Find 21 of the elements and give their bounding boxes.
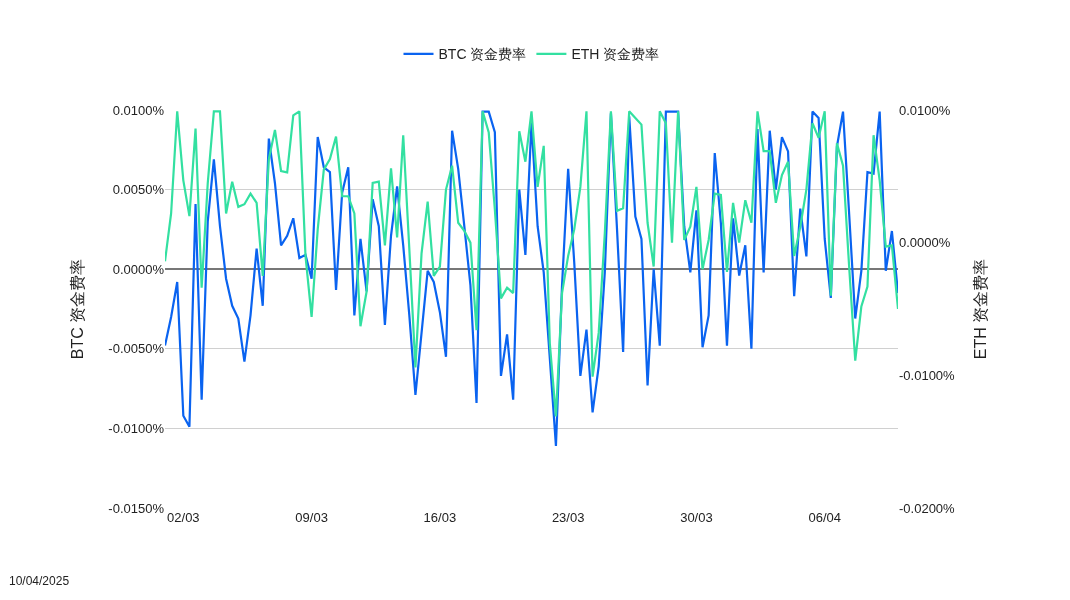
y2-axis-title: ETH 资金费率 [971, 258, 989, 360]
y2-tick-label: 0.0100% [899, 102, 951, 118]
y-tick-label: -0.0100% [108, 420, 165, 436]
x-tick-label: 02/03 [167, 510, 200, 525]
y2-tick-label: 0.0000% [899, 235, 951, 251]
y2-tick-label: -0.0100% [899, 367, 956, 383]
x-tick-label: 09/03 [295, 510, 328, 525]
legend-label: ETH 资金费率 [571, 46, 660, 63]
x-tick-label: 23/03 [551, 510, 585, 525]
y-tick-label: 0.0050% [112, 182, 165, 198]
y-tick-label: 0.0100% [112, 102, 165, 118]
y-tick-label: 0.0000% [112, 261, 165, 277]
y2-tick-label: -0.0200% [899, 500, 956, 516]
x-tick-label: 30/03 [680, 510, 713, 525]
x-tick-label: 16/03 [423, 510, 457, 525]
y-tick-label: -0.0150% [108, 500, 165, 516]
x-tick-label: 06/04 [808, 510, 841, 525]
legend-label: BTC 资金费率 [438, 46, 527, 63]
y-tick-label: -0.0050% [108, 341, 165, 357]
text: 10/04/2025 [9, 574, 70, 588]
y-axis-title: BTC 资金费率 [69, 258, 87, 360]
